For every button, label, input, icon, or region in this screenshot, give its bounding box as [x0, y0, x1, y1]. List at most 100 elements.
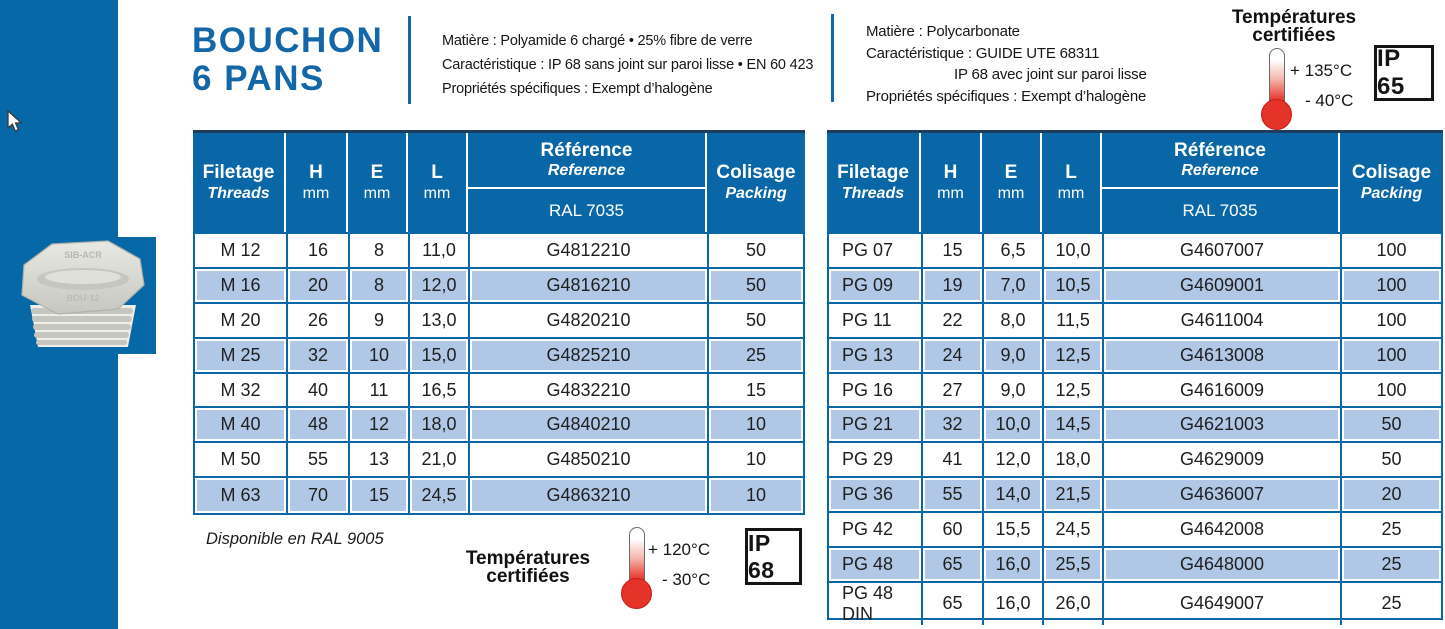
table-cell: 10,0: [984, 408, 1044, 442]
table-cell: 24,5: [410, 478, 470, 514]
plug-embossed-text-2: BOU-12: [66, 293, 99, 303]
spec-line: Caractéristique : GUIDE UTE 68311: [866, 44, 1100, 62]
table-cell: 6,5: [984, 234, 1044, 267]
ip65-badge: IP 65: [1374, 45, 1434, 101]
table-cell: 15: [923, 234, 984, 267]
table-cell: 65: [923, 548, 984, 581]
table-cell: 26: [288, 303, 350, 337]
table-cell: PG 48 DIN: [829, 582, 923, 625]
table-cell: 10: [350, 338, 410, 372]
header-label-fr: Colisage: [1351, 161, 1432, 183]
table-cell: 50: [1381, 449, 1402, 470]
mouse-cursor-icon: [6, 109, 26, 138]
material-specs-left: Matière : Polyamide 6 chargé • 25% fibre…: [442, 29, 813, 101]
table-cell: 27: [923, 373, 984, 407]
table-cell: 100: [1342, 268, 1441, 302]
header-unit: mm: [423, 184, 451, 202]
table-cell: 65: [923, 582, 984, 625]
table-cell: 48: [288, 408, 350, 442]
table-row: PG 36 55 14,0 21,5 G4636007 20: [829, 478, 1441, 514]
table-cell: 8: [350, 234, 410, 267]
table-cell: 10: [709, 408, 803, 442]
thermometer-icon: [621, 527, 653, 611]
thermometer-tube: [629, 527, 645, 585]
page-title-line2: 6 PANS: [192, 59, 325, 98]
table-cell: 15,5: [984, 513, 1044, 547]
certified-temps-title-top: Températures certifiées: [1224, 7, 1364, 45]
table-cell: 12,5: [1044, 338, 1104, 372]
table-cell: M 16: [195, 268, 288, 302]
table-cell: 55: [923, 478, 984, 512]
thermometer-bulb: [1261, 99, 1292, 130]
table-row: PG 48 DIN 65 16,0 26,0 G4649007 25: [829, 582, 1441, 625]
header-label-en: Reference: [1181, 161, 1259, 179]
table-row: M 20 26 9 13,0 G4820210 50: [195, 303, 803, 339]
header-h: H mm: [921, 133, 982, 232]
table-cell: 40: [288, 373, 350, 407]
header-reference-top: Référence Reference: [1102, 133, 1338, 189]
certified-temps-line1: Températures: [1231, 7, 1357, 28]
table-cell: 100: [1376, 309, 1407, 330]
table-cell: 50: [745, 309, 767, 330]
table-cell: 12: [350, 408, 410, 442]
header-label-fr: Référence: [1174, 139, 1266, 161]
table-cell: G4611004: [1104, 303, 1342, 337]
table-row: PG 29 41 12,0 18,0 G4629009 50: [829, 443, 1441, 479]
table-row: PG 07 15 6,5 10,0 G4607007 100: [829, 234, 1441, 269]
header-label-fr: Colisage: [716, 161, 796, 183]
header-e: E mm: [982, 133, 1042, 232]
header-label: E: [370, 161, 384, 183]
divider-specs-specs: [831, 14, 834, 102]
table-cell: PG 29: [829, 443, 923, 477]
table-cell: 16,5: [410, 373, 470, 407]
metric-table-body: M 12 16 8 11,0 G4812210 50 M 16 20 8 12,0 G4816210…: [193, 232, 805, 516]
table-cell: 10: [745, 449, 767, 470]
table-row: M 63 70 15 24,5 G4863210 10: [195, 478, 803, 514]
table-cell: G4649007: [1104, 582, 1342, 625]
spec-line: Propriétés spécifiques : Exempt d’halogè…: [442, 81, 713, 97]
page-title: BOUCHON 6 PANS: [192, 22, 383, 98]
table-cell: 11: [350, 373, 410, 407]
table-cell: 14,0: [984, 478, 1044, 512]
header-label-en: Threads: [207, 184, 270, 202]
metric-table: Filetage Threads H mm E mm L mm Référenc…: [193, 130, 805, 516]
table-cell: 18,0: [410, 408, 470, 442]
temp-min-value: - 40°C: [1305, 91, 1354, 110]
table-cell: 25: [709, 338, 803, 372]
table-cell: M 12: [195, 234, 288, 267]
table-row: PG 16 27 9,0 12,5 G4616009 100: [829, 373, 1441, 409]
table-cell: 12,0: [410, 268, 470, 302]
table-cell: G4642008: [1104, 513, 1342, 547]
table-cell: PG 11: [829, 303, 923, 337]
header-label: E: [1004, 161, 1018, 183]
header-label: L: [431, 161, 443, 183]
metric-table-header: Filetage Threads H mm E mm L mm Référenc…: [193, 130, 805, 232]
header-reference: Référence Reference RAL 7035: [468, 133, 707, 232]
spec-line: Propriétés spécifiques : Exempt d’halogè…: [866, 87, 1147, 105]
table-row: PG 09 19 7,0 10,5 G4609001 100: [829, 268, 1441, 304]
table-cell: 26,0: [1044, 582, 1104, 625]
table-cell: G4607007: [1104, 234, 1342, 267]
table-cell: 21,5: [1044, 478, 1104, 512]
table-cell: 9: [350, 303, 410, 337]
divider-title-specs: [408, 16, 411, 104]
table-cell: 20: [1342, 478, 1441, 512]
header-label-fr: Référence: [540, 139, 633, 161]
table-cell: 18,0: [1044, 443, 1104, 477]
table-cell: 25,5: [1044, 548, 1104, 581]
table-cell: 50: [709, 268, 803, 302]
header-label-en: Threads: [841, 184, 905, 202]
table-cell: 25: [1381, 593, 1402, 614]
table-cell: 60: [923, 513, 984, 547]
table-cell: G4850210: [470, 443, 709, 477]
table-cell: 9,0: [984, 373, 1044, 407]
table-row: PG 11 22 8,0 11,5 G4611004 100: [829, 303, 1441, 339]
temp-min-value: - 30°C: [662, 570, 711, 589]
table-cell: 11,0: [410, 234, 470, 267]
table-cell: G4609001: [1104, 268, 1342, 302]
table-cell: 100: [1376, 379, 1407, 400]
table-cell: 25: [1342, 548, 1441, 581]
header-e: E mm: [348, 133, 408, 232]
product-photo: SIB-ACR BOU-12: [0, 237, 156, 354]
table-cell: 55: [288, 443, 350, 477]
